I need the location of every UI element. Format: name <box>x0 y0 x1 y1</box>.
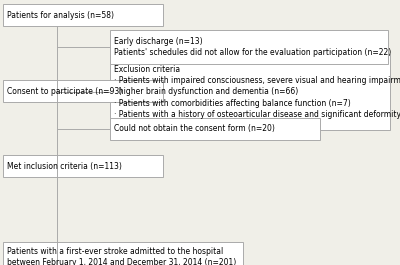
FancyBboxPatch shape <box>110 54 390 130</box>
Text: Exclusion criteria
· Patients with impaired consciousness, severe visual and hea: Exclusion criteria · Patients with impai… <box>114 65 400 120</box>
FancyBboxPatch shape <box>3 242 243 265</box>
Text: Consent to participate (n=93): Consent to participate (n=93) <box>7 86 122 95</box>
FancyBboxPatch shape <box>110 118 320 140</box>
FancyBboxPatch shape <box>110 30 388 64</box>
Text: Patients for analysis (n=58): Patients for analysis (n=58) <box>7 11 114 20</box>
Text: Met inclusion criteria (n=113): Met inclusion criteria (n=113) <box>7 161 122 170</box>
Text: Early discharge (n=13)
Patients' schedules did not allow for the evaluation part: Early discharge (n=13) Patients' schedul… <box>114 37 391 57</box>
Text: Could not obtain the consent form (n=20): Could not obtain the consent form (n=20) <box>114 125 275 134</box>
Text: Patients with a first-ever stroke admitted to the hospital
between February 1, 2: Patients with a first-ever stroke admitt… <box>7 247 236 265</box>
FancyBboxPatch shape <box>3 80 163 102</box>
FancyBboxPatch shape <box>3 155 163 177</box>
FancyBboxPatch shape <box>3 4 163 26</box>
